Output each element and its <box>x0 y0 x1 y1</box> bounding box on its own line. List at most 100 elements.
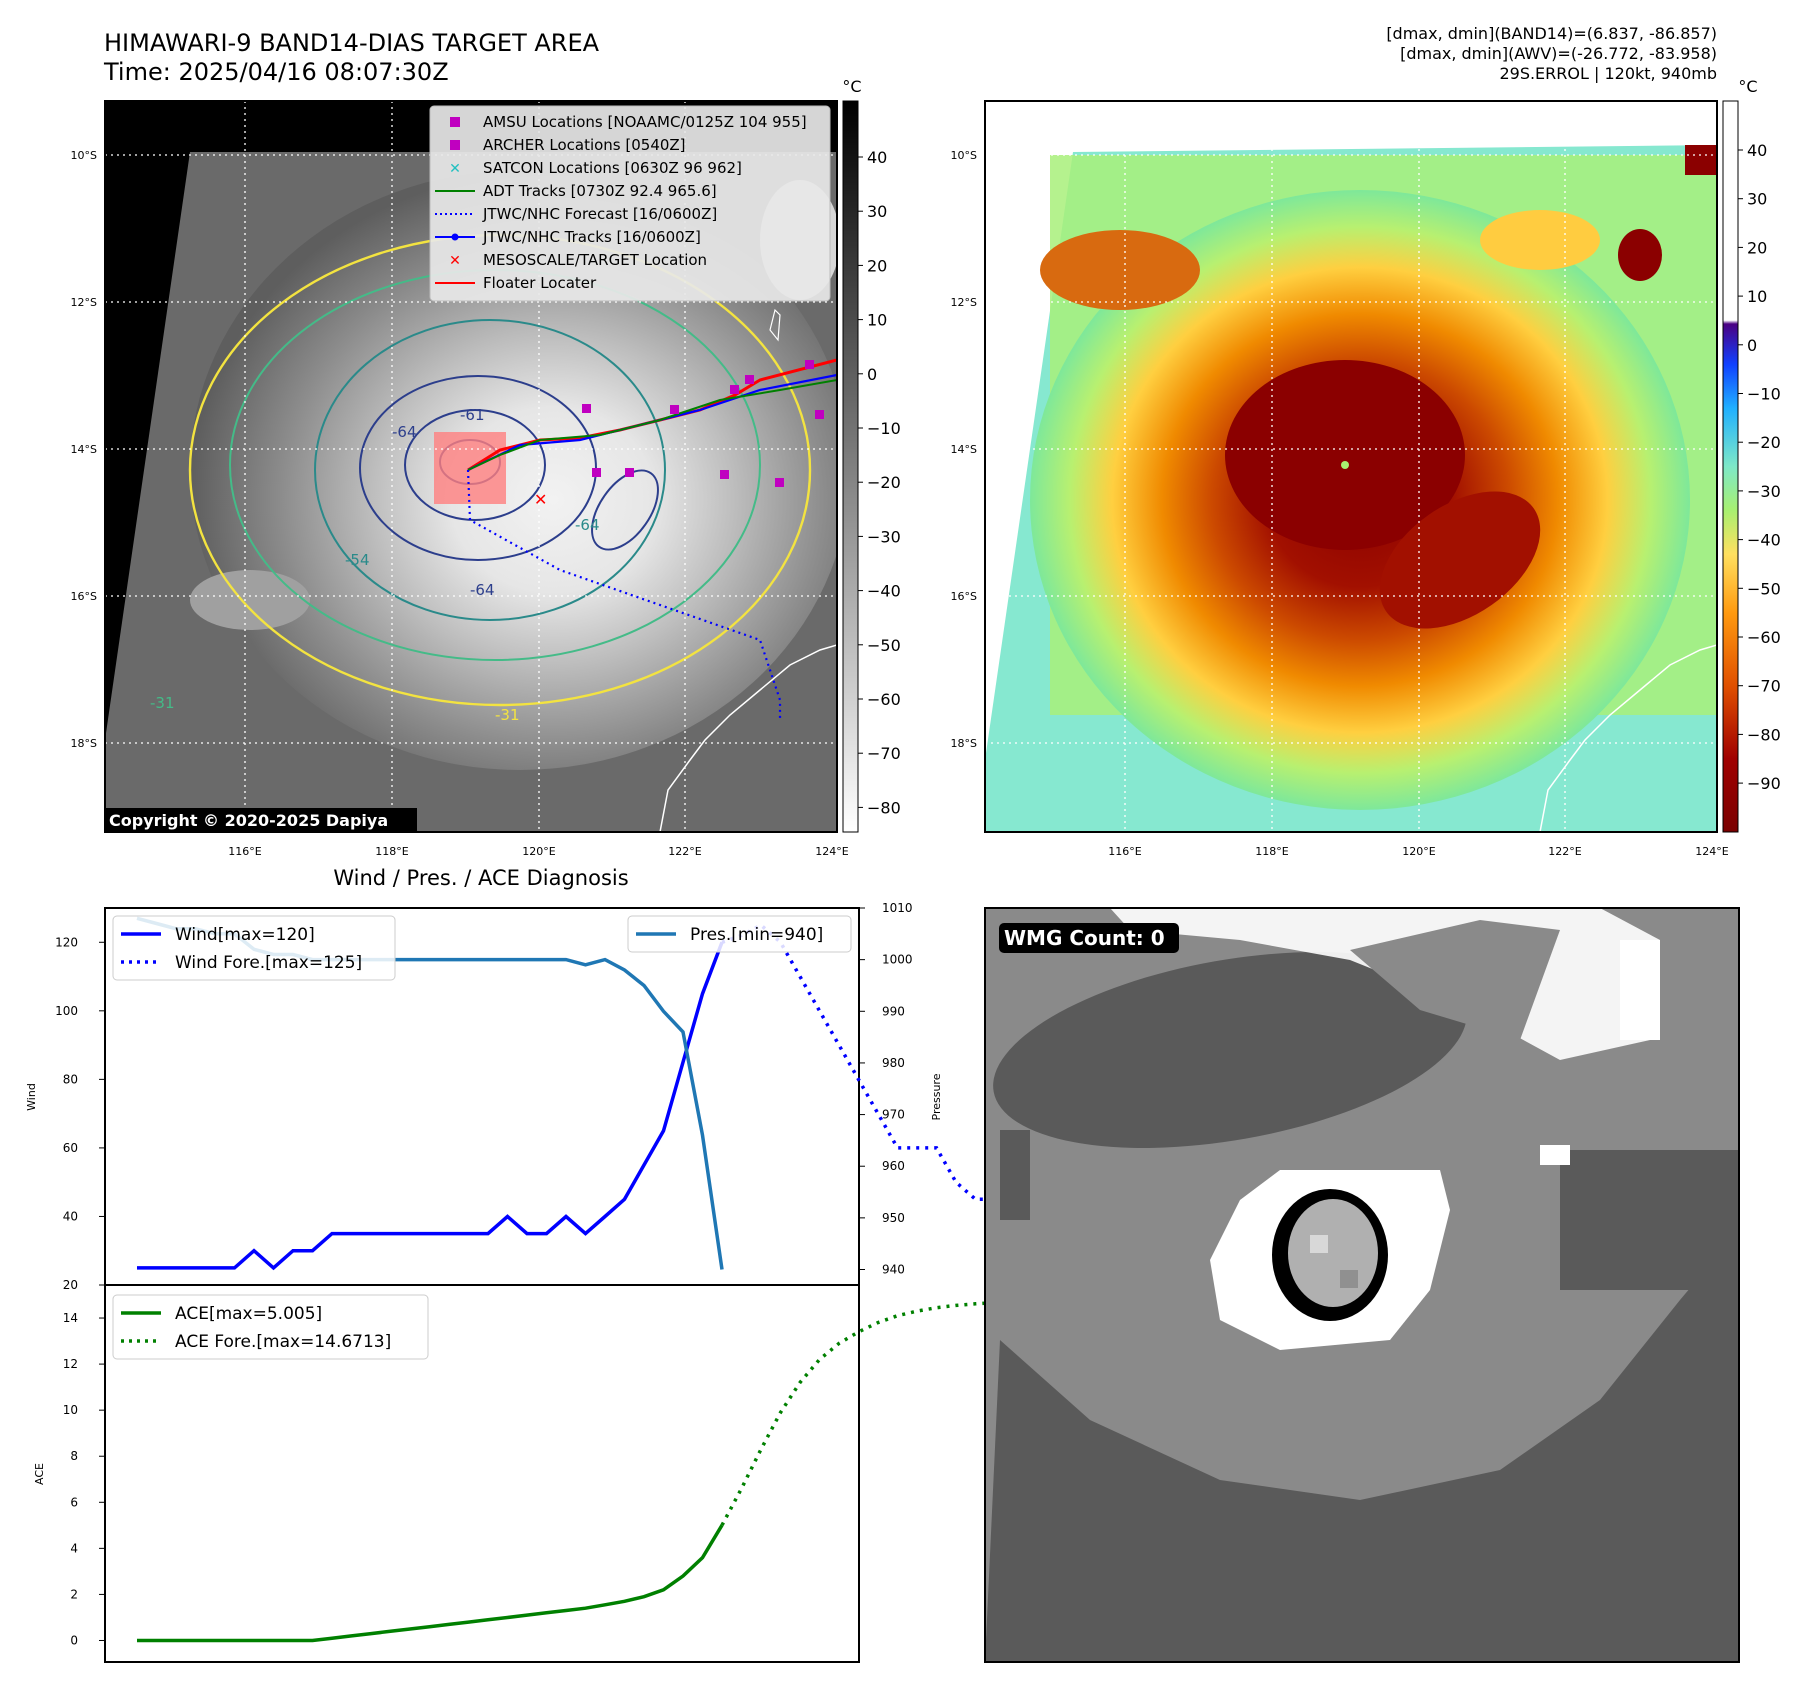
info-storm: 29S.ERROL | 120kt, 940mb <box>1499 64 1717 83</box>
coastline <box>1539 644 1717 832</box>
wind-tick-label: 40 <box>63 1209 78 1223</box>
legend-wind: Wind[max=120] <box>175 925 315 945</box>
colorbar-tick-label: 30 <box>867 202 887 221</box>
ace-tick-label: 2 <box>70 1587 78 1601</box>
info-band14: [dmax, dmin](BAND14)=(6.837, -86.857) <box>1386 24 1717 43</box>
ace-chart: ACE 0 2 4 6 8 10 12 14 ACE[max=5.005] ACE Fore.… <box>33 1284 996 1663</box>
jtwc-forecast-track <box>466 469 782 720</box>
legend-marker: ✕ <box>449 253 461 269</box>
contour-label: -31 <box>150 694 175 712</box>
adt-track <box>467 379 837 471</box>
diagnosis-title: Wind / Pres. / ACE Diagnosis <box>333 866 628 890</box>
colorbar-tick-label: 20 <box>867 256 887 275</box>
lat-tick-label: 12°S <box>71 296 97 309</box>
wind-tick-label: 60 <box>63 1141 78 1155</box>
pressure-tick-label: 960 <box>882 1159 905 1173</box>
legend-label: JTWC/NHC Forecast [16/0600Z] <box>482 205 717 223</box>
contour-label: -64 <box>470 581 495 599</box>
ace-tick-label: 14 <box>63 1311 78 1325</box>
map1-axis-labels: 10°S 12°S 14°S 16°S 18°S 116°E 118°E 120°E 122°E… <box>71 149 849 858</box>
wmg-frame <box>984 907 1740 1663</box>
figure-time: Time: 2025/04/16 08:07:30Z <box>103 58 449 86</box>
legend-marker <box>450 117 460 127</box>
lon-tick-label: 124°E <box>815 845 848 858</box>
colorbar-tick-label: 10 <box>1747 287 1767 306</box>
legend-label: JTWC/NHC Tracks [16/0600Z] <box>482 228 701 246</box>
legend-label: AMSU Locations [NOAAMC/0125Z 104 955] <box>483 113 807 131</box>
wind-forecast-line <box>721 922 1036 1218</box>
map1-frame <box>104 100 838 833</box>
colorbar-tick-label: −50 <box>1747 579 1781 598</box>
contour-label: -64 <box>392 423 417 441</box>
wind-axis-label: Wind <box>25 1083 38 1111</box>
colorbar-tick-label: −40 <box>867 582 901 601</box>
pressure-tick-label: 1000 <box>882 953 913 967</box>
color-colorbar: °C 40 30 20 10 0 −10 −20 −30 −40 −50 −60 −70 −80 −90 <box>1722 77 1781 833</box>
contour-navy-inner <box>404 409 546 521</box>
pressure-axis-label: Pressure <box>930 1073 943 1120</box>
colorbar-tick-label: 40 <box>1747 141 1767 160</box>
colorbar-tick-label: 40 <box>867 148 887 167</box>
lat-tick-label: 16°S <box>71 590 97 603</box>
eye-center <box>1288 1199 1378 1307</box>
color-map-panel: 10°S 12°S 14°S 16°S 18°S 116°E 118°E 120°E 122°E… <box>951 100 1729 858</box>
wind-tick-label: 80 <box>63 1072 78 1086</box>
target-marker: ✕ <box>534 490 547 509</box>
gray-colorbar-unit: °C <box>842 77 861 96</box>
colorbar-tick-label: 30 <box>1747 190 1767 209</box>
colorbar-tick-label: −70 <box>1747 677 1781 696</box>
pressure-tick-label: 970 <box>882 1108 905 1122</box>
colorbar-tick-label: −90 <box>1747 774 1781 793</box>
gray-colorbar: °C 40 30 20 10 0 −10 −20 −30 −40 −50 −60 −70 −80 <box>842 77 901 833</box>
wind-pressure-chart: Wind Pressure 20 40 60 80 100 120 940 950 960 970… <box>25 901 1036 1292</box>
wmg-count-badge <box>999 923 1179 953</box>
lon-tick-label: 116°E <box>228 845 261 858</box>
storm-cloud-shield <box>190 170 837 770</box>
lat-tick-label: 12°S <box>951 296 977 309</box>
lon-tick-label: 116°E <box>1108 845 1141 858</box>
contour-label: -54 <box>345 551 370 569</box>
lon-tick-label: 120°E <box>522 845 555 858</box>
contour-label: -31 <box>495 706 520 724</box>
colorbar-tick-label: −40 <box>1747 531 1781 550</box>
wind-tick-label: 20 <box>63 1278 78 1292</box>
amsu-archer-markers <box>582 360 824 487</box>
legend-marker: ✕ <box>449 161 461 177</box>
ace-series-line <box>137 1524 724 1643</box>
legend-label: ADT Tracks [0730Z 92.4 965.6] <box>483 182 717 200</box>
colorbar-tick-label: 0 <box>867 365 877 384</box>
ace-forecast-line <box>720 1300 996 1527</box>
wind-series-line <box>137 941 724 1271</box>
ace-axis-label: ACE <box>33 1463 46 1485</box>
map-legend: AMSU Locations [NOAAMC/0125Z 104 955] ARC… <box>429 105 831 302</box>
legend-label: Floater Locater <box>483 274 597 292</box>
lat-tick-label: 10°S <box>951 149 977 162</box>
colorbar-tick-label: 20 <box>1747 238 1767 257</box>
lat-tick-label: 14°S <box>71 443 97 456</box>
ace-legend: ACE[max=5.005] ACE Fore.[max=14.6713] <box>112 1294 429 1360</box>
info-awv: [dmax, dmin](AWV)=(-26.772, -83.958) <box>1400 44 1717 63</box>
ir-map-panel: ✕ -64 -54 -31 -64 -61 -64 -31 AMSU Locat… <box>71 100 849 858</box>
legend-marker-dot <box>451 233 459 241</box>
eye-spot <box>1341 461 1349 469</box>
wmg-count-label: WMG Count: 0 <box>1004 926 1165 950</box>
legend-marker <box>450 140 460 150</box>
contour-label: -64 <box>575 516 600 534</box>
lat-tick-label: 16°S <box>951 590 977 603</box>
ace-tick-label: 0 <box>70 1633 78 1647</box>
colorbar-tick-label: −50 <box>867 636 901 655</box>
pressure-tick-label: 990 <box>882 1004 905 1018</box>
color-colorbar-unit: °C <box>1738 77 1757 96</box>
colorbar-tick-label: −10 <box>867 419 901 438</box>
lon-tick-label: 122°E <box>668 845 701 858</box>
copyright-label: Copyright © 2020-2025 Dapiya <box>109 811 388 830</box>
legend-label: ARCHER Locations [0540Z] <box>483 136 686 154</box>
colorbar-tick-label: 10 <box>867 311 887 330</box>
legend-wind-fore: Wind Fore.[max=125] <box>175 953 362 973</box>
pressure-tick-label: 940 <box>882 1263 905 1277</box>
legend-ace: ACE[max=5.005] <box>175 1304 322 1324</box>
contour-label: -61 <box>460 406 485 424</box>
colorbar-tick-label: −10 <box>1747 385 1781 404</box>
ace-tick-label: 4 <box>70 1541 78 1555</box>
